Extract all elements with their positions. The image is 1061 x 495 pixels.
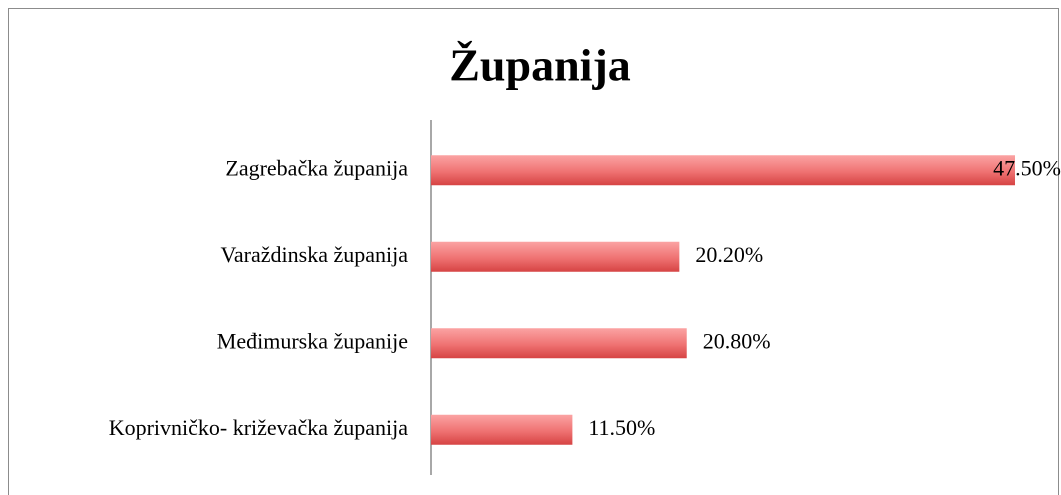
data-label: 11.50% <box>588 415 655 440</box>
bar <box>431 241 680 272</box>
data-label: 47.50% <box>993 155 1061 180</box>
category-label: Zagrebačka županija <box>225 155 408 180</box>
chart-title: Županija <box>449 40 631 91</box>
data-label: 20.20% <box>695 242 763 267</box>
category-label: Varaždinska županija <box>220 242 408 267</box>
bar <box>431 155 1015 186</box>
category-label: Koprivničko- križevačka županija <box>109 415 409 440</box>
category-label: Međimurska županije <box>217 328 408 353</box>
data-label: 20.80% <box>703 328 771 353</box>
bar <box>431 328 687 359</box>
bar <box>431 414 573 445</box>
